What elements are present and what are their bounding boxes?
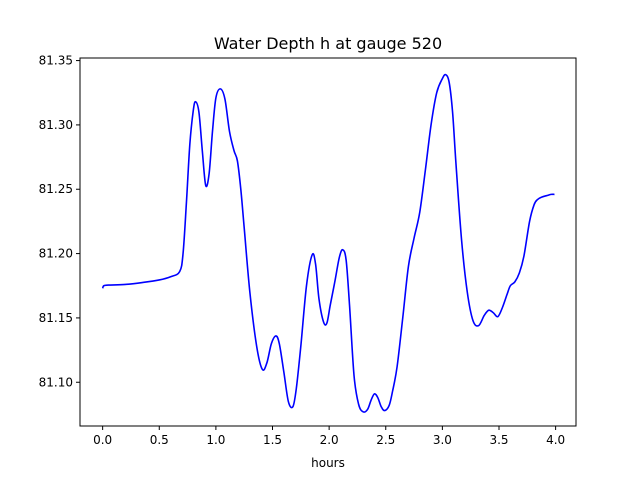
- y-tick-label: 81.10: [39, 375, 73, 389]
- x-tick-label: 0.0: [93, 433, 112, 447]
- x-axis-ticks: 0.0 0.5 1.0 1.5 2.0 2.5 3.0 3.5 4.0: [93, 426, 565, 447]
- y-tick-label: 81.25: [39, 182, 73, 196]
- y-tick-label: 81.15: [39, 311, 73, 325]
- y-tick-label: 81.30: [39, 118, 73, 132]
- x-tick-label: 2.5: [376, 433, 395, 447]
- plot-frame: [79, 57, 577, 427]
- x-tick-label: 1.0: [206, 433, 225, 447]
- chart-title: Water Depth h at gauge 520: [214, 34, 442, 53]
- plot-area: [80, 58, 576, 426]
- x-tick-label: 4.0: [546, 433, 565, 447]
- y-tick-label: 81.35: [39, 54, 73, 68]
- series-line: [101, 73, 555, 413]
- x-tick-label: 1.5: [263, 433, 282, 447]
- y-axis-ticks: 81.10 81.15 81.20 81.25 81.30 81.35: [39, 54, 80, 389]
- x-tick-label: 0.5: [150, 433, 169, 447]
- x-axis-label: hours: [311, 456, 345, 470]
- series-layer: [101, 73, 555, 413]
- x-tick-label: 3.0: [433, 433, 452, 447]
- y-tick-label: 81.20: [39, 247, 73, 261]
- x-tick-label: 2.0: [320, 433, 339, 447]
- x-tick-label: 3.5: [489, 433, 508, 447]
